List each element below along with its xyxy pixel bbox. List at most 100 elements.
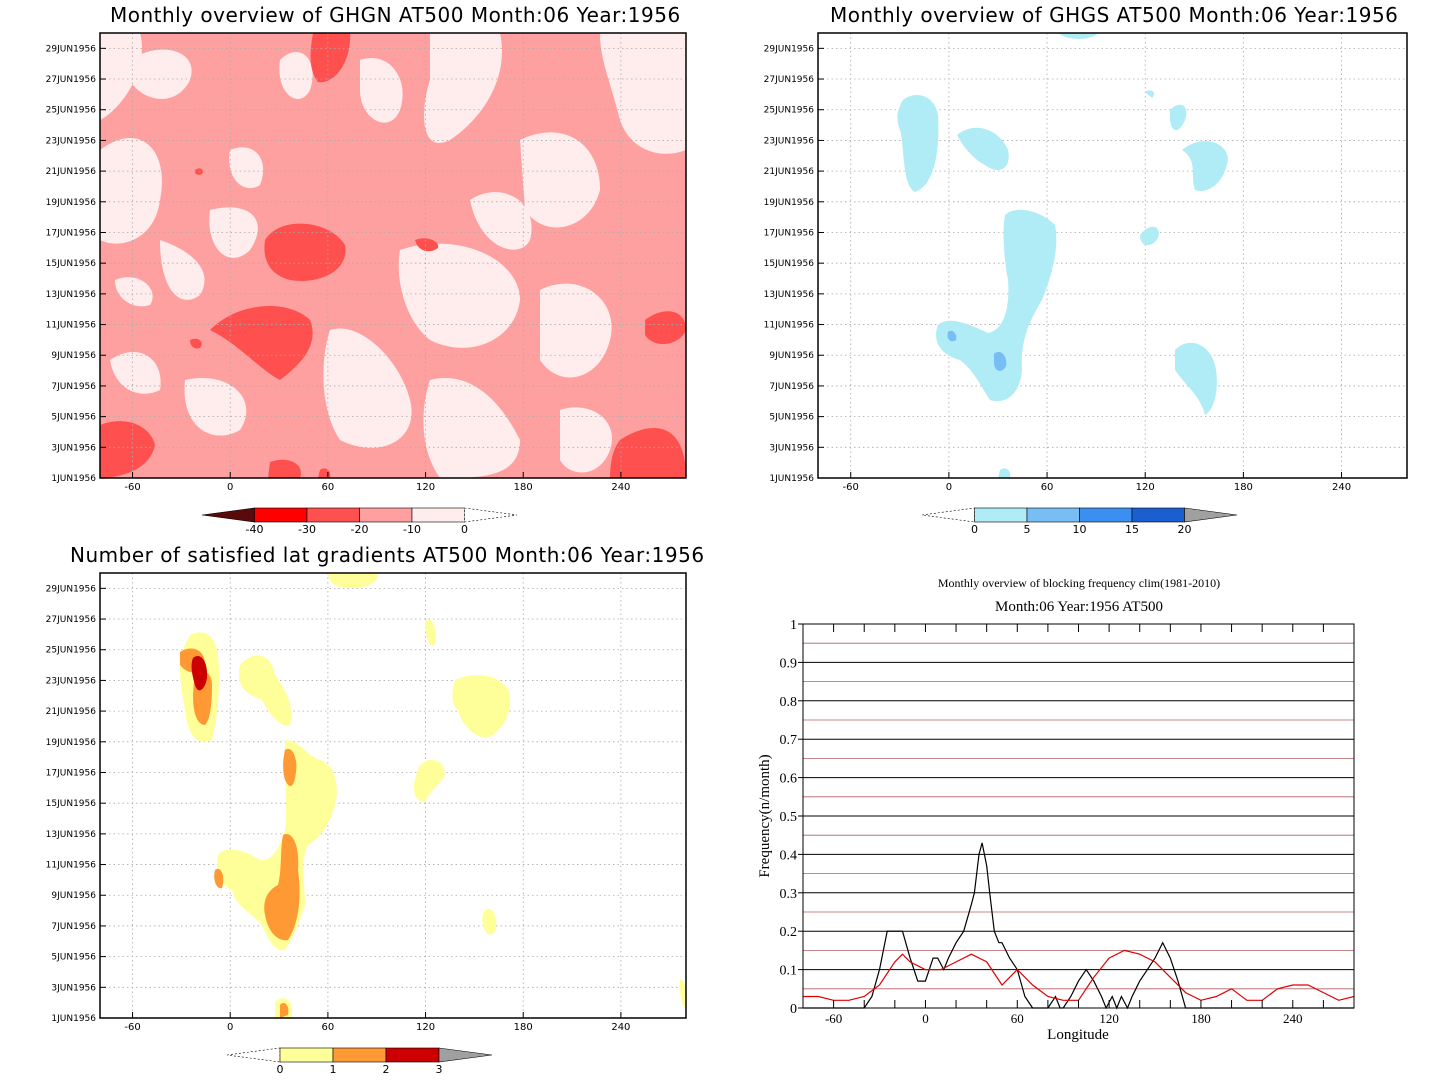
colorbar-extend-high — [438, 1047, 493, 1063]
y-tick-label: 5JUN1956 — [769, 413, 814, 423]
ghgs-frame — [817, 32, 1408, 479]
y-tick-label: 9JUN1956 — [51, 891, 96, 901]
y-tick-label: 17JUN1956 — [764, 228, 815, 238]
x-tick-label: 120 — [1136, 482, 1155, 493]
ghgn-y-axis: 1JUN1956 3JUN1956 5JUN1956 7JUN1956 9JUN1956… — [46, 44, 106, 484]
y-tick-label: 3JUN1956 — [51, 443, 96, 453]
colorbar-label: 0 — [971, 523, 978, 536]
satisfied-panel: Number of satisfied lat gradients AT500 … — [0, 540, 720, 1091]
y-tick-label: 23JUN1956 — [46, 136, 97, 146]
x-tick-label: 60 — [1041, 482, 1054, 493]
y-tick-label: 9JUN1956 — [769, 351, 814, 361]
y-tick-label: 15JUN1956 — [46, 799, 97, 809]
ghgs-gridlines — [818, 33, 1407, 479]
satisfied-heatmap: 1JUN1956 3JUN1956 5JUN1956 7JUN1956 9JUN1956… — [46, 572, 687, 1076]
x-tick-label: 120 — [416, 482, 435, 493]
satisfied-title: Number of satisfied lat gradients AT500 … — [70, 543, 705, 567]
y-tick-label: 0.7 — [780, 733, 798, 748]
y-tick-label: 23JUN1956 — [764, 136, 815, 146]
y-tick-label: 19JUN1956 — [46, 198, 97, 208]
ghgn-x-axis: -60 0 60 120 180 240 — [124, 472, 630, 493]
y-tick-label: 7JUN1956 — [51, 922, 96, 932]
colorbar-label: 20 — [1178, 523, 1192, 536]
x-tick-label: 240 — [1332, 482, 1351, 493]
y-tick-label: 7JUN1956 — [51, 382, 96, 392]
frequency-line-chart: Monthly overview of blocking frequency c… — [757, 576, 1355, 1043]
y-tick-label: 25JUN1956 — [46, 646, 97, 656]
y-tick-label: 25JUN1956 — [46, 106, 97, 116]
frequency-title: Monthly overview of blocking frequency c… — [938, 576, 1220, 590]
y-tick-label: 0.2 — [780, 925, 798, 940]
colorbar-label: 1 — [330, 1063, 337, 1076]
y-tick-label: 1JUN1956 — [51, 474, 96, 484]
colorbar-box — [411, 507, 465, 523]
x-tick-label: 180 — [1191, 1011, 1211, 1026]
colorbar-extend-high — [1184, 507, 1238, 523]
colorbar-box — [974, 507, 1028, 523]
y-tick-label: 7JUN1956 — [769, 382, 814, 392]
x-tick-label: 240 — [611, 482, 630, 493]
ghgs-title: Monthly overview of GHGS AT500 Month:06 … — [830, 3, 1399, 27]
y-tick-label: 11JUN1956 — [46, 861, 97, 871]
colorbar-box — [359, 507, 413, 523]
frequency-panel: Monthly overview of blocking frequency c… — [720, 540, 1440, 1091]
y-tick-label: 13JUN1956 — [764, 290, 815, 300]
y-tick-label: 13JUN1956 — [46, 290, 97, 300]
colorbar-extend-low — [921, 507, 975, 523]
x-tick-label: 0 — [946, 482, 952, 493]
y-tick-label: 21JUN1956 — [764, 167, 815, 177]
frequency-ylabel: Frequency(n/month) — [757, 754, 773, 877]
x-tick-label: 60 — [322, 482, 335, 493]
x-tick-label: 240 — [611, 1022, 630, 1033]
colorbar-label: 0 — [277, 1063, 284, 1076]
x-tick-label: 120 — [1099, 1011, 1119, 1026]
x-tick-label: -60 — [124, 1022, 140, 1033]
frequency-xlabel: Longitude — [1047, 1027, 1109, 1043]
ghgs-x-axis: -60 0 60 120 180 240 — [843, 472, 1351, 493]
colorbar-box — [1131, 507, 1185, 523]
y-tick-label: 11JUN1956 — [764, 321, 815, 331]
colorbar-box — [306, 507, 360, 523]
ghgn-panel: Monthly overview of GHGN AT500 Month:06 … — [0, 0, 720, 545]
y-tick-label: 0.8 — [780, 695, 798, 710]
y-tick-label: 21JUN1956 — [46, 707, 97, 717]
ghgs-colorbar: 0 5 10 15 20 — [921, 507, 1238, 536]
x-tick-label: 180 — [1234, 482, 1253, 493]
x-tick-label: 0 — [227, 482, 233, 493]
ghgn-heatmap: 1JUN1956 3JUN1956 5JUN1956 7JUN1956 9JUN1956… — [46, 32, 687, 536]
colorbar-label: -30 — [298, 523, 316, 536]
series-line-red — [803, 949, 1355, 1001]
y-tick-label: 13JUN1956 — [46, 830, 97, 840]
x-tick-label: -60 — [825, 1011, 842, 1026]
x-tick-label: 0 — [227, 1022, 233, 1033]
y-tick-label: 1JUN1956 — [51, 1014, 96, 1024]
y-tick-label: 15JUN1956 — [764, 259, 815, 269]
y-tick-label: 0 — [790, 1002, 797, 1017]
ghgn-title: Monthly overview of GHGN AT500 Month:06 … — [110, 3, 681, 27]
frequency-subtitle: Month:06 Year:1956 AT500 — [995, 599, 1163, 615]
satisfied-x-axis: -60 0 60 120 180 240 — [124, 1012, 630, 1033]
colorbar-extend-high — [464, 507, 518, 523]
x-tick-label: -60 — [843, 482, 859, 493]
x-tick-label: 0 — [922, 1011, 929, 1026]
y-tick-label: 1JUN1956 — [769, 474, 814, 484]
x-tick-label: 120 — [416, 1022, 435, 1033]
frequency-series — [803, 842, 1355, 1010]
y-tick-label: 27JUN1956 — [46, 615, 97, 625]
colorbar-label: 10 — [1073, 523, 1087, 536]
y-tick-label: 0.4 — [780, 848, 798, 863]
x-tick-label: -60 — [124, 482, 140, 493]
y-tick-label: 17JUN1956 — [46, 768, 97, 778]
colorbar-label: 2 — [383, 1063, 390, 1076]
y-tick-label: 0.9 — [780, 656, 798, 671]
frequency-gridlines — [803, 642, 1354, 990]
x-tick-label: 180 — [514, 1022, 533, 1033]
satisfied-y-axis: 1JUN1956 3JUN1956 5JUN1956 7JUN1956 9JUN1956… — [46, 584, 106, 1024]
frequency-y-axis: 0 0.1 0.2 0.3 0.4 0.5 0.6 0.7 0.8 0.9 1 — [780, 618, 803, 1017]
ghgs-heatmap: 1JUN1956 3JUN1956 5JUN1956 7JUN1956 9JUN1956… — [764, 32, 1408, 536]
y-tick-label: 29JUN1956 — [46, 44, 97, 54]
colorbar-label: 15 — [1125, 523, 1139, 536]
ghgs-panel: Monthly overview of GHGS AT500 Month:06 … — [720, 0, 1440, 545]
y-tick-label: 0.3 — [780, 887, 798, 902]
y-tick-label: 29JUN1956 — [46, 584, 97, 594]
